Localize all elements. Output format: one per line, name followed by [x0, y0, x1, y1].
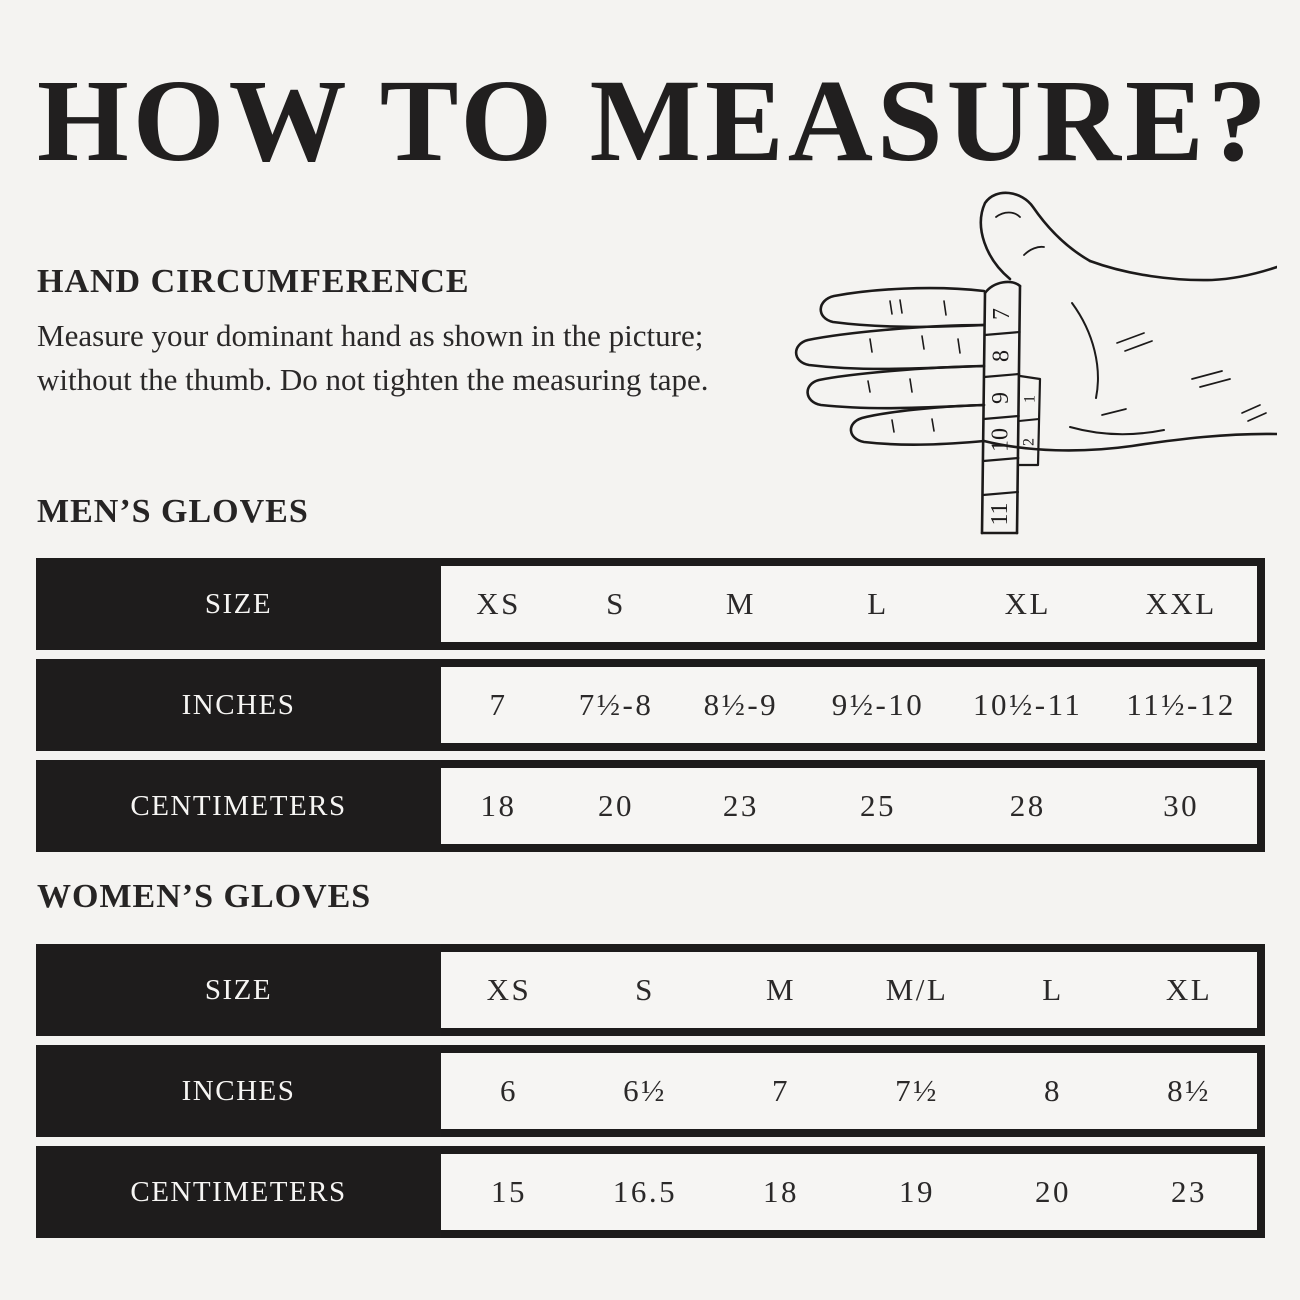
womens-gloves-heading: WOMEN’S GLOVES — [37, 878, 372, 915]
womens-inches-xs: 6 — [500, 1073, 518, 1108]
mens-size-values: XS S M L XL XXL — [441, 558, 1265, 650]
mens-size-xs: XS — [476, 586, 521, 621]
row-label-size: SIZE — [36, 944, 441, 1036]
mens-size-row: SIZE XS S M L XL XXL — [36, 558, 1265, 650]
tape-number-9: 9 — [988, 392, 1014, 404]
mens-cm-s: 20 — [598, 788, 635, 823]
womens-cm-xl: 23 — [1171, 1174, 1207, 1209]
mens-size-m: M — [725, 586, 756, 621]
hand-circumference-text: Measure your dominant hand as shown in t… — [37, 318, 709, 398]
mens-cm-m: 23 — [722, 788, 759, 823]
mens-inches-s: 7½-8 — [578, 687, 654, 722]
womens-size-xl: XL — [1165, 972, 1213, 1007]
womens-cm-l: 20 — [1035, 1174, 1071, 1209]
womens-centimeters-row: CENTIMETERS 15 16.5 18 19 20 23 — [36, 1146, 1265, 1238]
mens-cm-xl: 28 — [1009, 788, 1046, 823]
womens-inches-row: INCHES 6 6½ 7 7½ 8 8½ — [36, 1045, 1265, 1137]
womens-size-row: SIZE XS S M M/L L XL — [36, 944, 1265, 1036]
womens-size-m: M — [765, 972, 797, 1007]
womens-inches-values: 6 6½ 7 7½ 8 8½ — [441, 1045, 1265, 1137]
mens-cm-xxl: 30 — [1163, 788, 1200, 823]
mens-inches-row: INCHES 7 7½-8 8½-9 9½-10 10½-11 11½-12 — [36, 659, 1265, 751]
row-label-inches: INCHES — [36, 1045, 441, 1137]
womens-cm-s: 16.5 — [612, 1174, 678, 1209]
womens-size-values: XS S M M/L L XL — [441, 944, 1265, 1036]
womens-inches-m: 7 — [772, 1073, 790, 1108]
mens-size-xl: XL — [1004, 586, 1051, 621]
tape-number-11: 11 — [987, 502, 1013, 525]
womens-size-xs: XS — [486, 972, 532, 1007]
mens-centimeters-row: CENTIMETERS 18 20 23 25 28 30 — [36, 760, 1265, 852]
tape-number-8: 8 — [989, 350, 1015, 362]
row-label-centimeters: CENTIMETERS — [36, 1146, 441, 1238]
mens-gloves-table: SIZE XS S M L XL XXL INCHES 7 7½-8 8½-9 … — [36, 558, 1265, 861]
mens-inches-xl: 10½-11 — [973, 687, 1083, 722]
mens-size-s: S — [606, 586, 626, 621]
mens-size-xxl: XXL — [1145, 586, 1217, 621]
hand-illustration-drawing: 7 8 9 10 11 1 2 — [794, 191, 1279, 535]
tape-number-7: 7 — [989, 308, 1015, 320]
row-label-centimeters: CENTIMETERS — [36, 760, 441, 852]
mens-inches-m: 8½-9 — [703, 687, 779, 722]
womens-inches-ml: 7½ — [895, 1073, 939, 1108]
mens-centimeters-values: 18 20 23 25 28 30 — [441, 760, 1265, 852]
womens-size-ml: M/L — [885, 972, 949, 1007]
mens-inches-xxl: 11½-12 — [1126, 687, 1236, 722]
mens-gloves-heading: MEN’S GLOVES — [37, 493, 309, 530]
hand-circumference-heading: HAND CIRCUMFERENCE — [37, 263, 470, 300]
tape-end-number-2: 2 — [1021, 438, 1038, 446]
womens-cm-xs: 15 — [491, 1174, 527, 1209]
womens-size-s: S — [635, 972, 655, 1007]
womens-inches-l: 8 — [1044, 1073, 1062, 1108]
tape-end-number-1: 1 — [1022, 395, 1039, 403]
womens-inches-s: 6½ — [623, 1073, 667, 1108]
mens-inches-values: 7 7½-8 8½-9 9½-10 10½-11 11½-12 — [441, 659, 1265, 751]
mens-size-l: L — [867, 586, 889, 621]
womens-size-l: L — [1042, 972, 1064, 1007]
row-label-size: SIZE — [36, 558, 441, 650]
tape-number-10: 10 — [988, 428, 1014, 452]
womens-gloves-table: SIZE XS S M M/L L XL INCHES 6 6½ 7 7½ 8 … — [36, 944, 1265, 1247]
page-title: HOW TO MEASURE? — [37, 55, 1271, 186]
mens-cm-l: 25 — [859, 788, 896, 823]
mens-cm-xs: 18 — [480, 788, 517, 823]
womens-cm-ml: 19 — [899, 1174, 935, 1209]
womens-centimeters-values: 15 16.5 18 19 20 23 — [441, 1146, 1265, 1238]
mens-inches-xs: 7 — [489, 687, 508, 722]
hand-measuring-tape-illustration: 7 8 9 10 11 1 2 — [772, 183, 1279, 543]
womens-inches-xl: 8½ — [1167, 1073, 1211, 1108]
row-label-inches: INCHES — [36, 659, 441, 751]
womens-cm-m: 18 — [763, 1174, 799, 1209]
mens-inches-l: 9½-10 — [831, 687, 925, 722]
